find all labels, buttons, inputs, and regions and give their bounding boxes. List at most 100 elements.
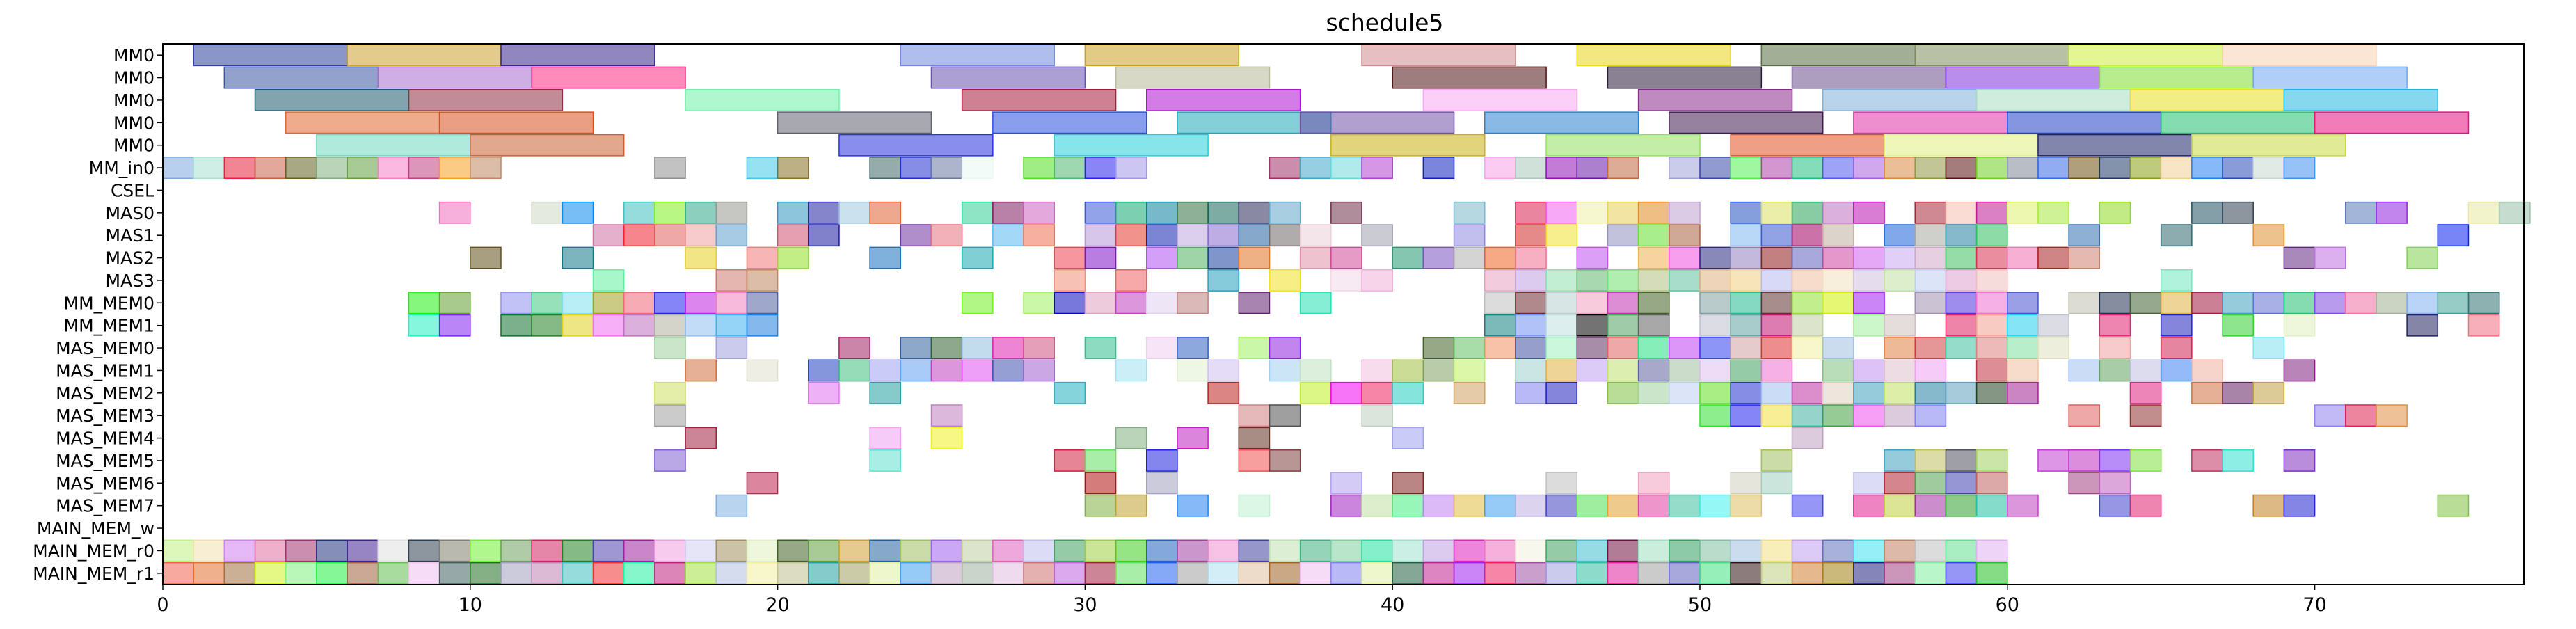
task-bar (2068, 246, 2101, 269)
task-bar (1238, 562, 1271, 584)
task-bar (1884, 562, 1916, 584)
task-bar (1853, 157, 1885, 179)
task-bar (2007, 157, 2039, 179)
task-bar (2099, 449, 2131, 472)
task-bar (2068, 449, 2101, 472)
task-bar (1945, 292, 1978, 314)
task-bar (869, 157, 902, 179)
task-bar (1576, 494, 1609, 517)
task-bar (1207, 224, 1240, 247)
task-bar (1730, 381, 1763, 404)
task-bar (1576, 44, 1731, 67)
task-bar (1207, 246, 1240, 269)
task-bar (1699, 539, 1731, 562)
task-bar (746, 472, 779, 495)
task-bar (1791, 292, 1824, 314)
task-bar (1177, 224, 1209, 247)
task-bar (1023, 201, 1055, 224)
task-bar (838, 359, 870, 382)
task-bar (1760, 157, 1793, 179)
y-tick-label: MM0 (113, 113, 154, 133)
task-bar (1084, 201, 1117, 224)
task-bar (654, 381, 686, 404)
task-bar (1791, 494, 1824, 517)
task-bar (930, 562, 963, 584)
task-bar (1576, 292, 1609, 314)
task-bar (838, 134, 994, 157)
task-bar (1914, 539, 1947, 562)
task-bar (2129, 381, 2162, 404)
task-bar (1884, 449, 1916, 472)
task-bar (1730, 314, 1763, 337)
task-bar (1975, 201, 2008, 224)
task-bar (2222, 157, 2254, 179)
task-bar (1330, 381, 1362, 404)
task-bar (1299, 224, 1332, 247)
task-bar (1884, 314, 1916, 337)
y-tick-label: MAIN_MEM_w (37, 518, 154, 539)
task-bar (1607, 157, 1639, 179)
task-bar (869, 246, 902, 269)
task-bar (1238, 246, 1271, 269)
task-bar (1392, 472, 1424, 495)
x-tick-label: 0 (157, 594, 168, 616)
task-bar (562, 246, 594, 269)
task-bar (1576, 201, 1609, 224)
task-bar (1791, 337, 1824, 359)
task-bar (1945, 157, 1978, 179)
task-bar (347, 562, 379, 584)
task-bar (654, 201, 686, 224)
task-bar (1914, 381, 1947, 404)
task-bar (1975, 494, 2008, 517)
task-bar (347, 157, 379, 179)
task-bar (1269, 157, 1301, 179)
task-bar (1207, 269, 1240, 292)
task-bar (1484, 111, 1639, 134)
task-bar (1054, 157, 1086, 179)
task-bar (2406, 246, 2439, 269)
task-bar (1576, 314, 1609, 337)
task-bar (1637, 381, 1670, 404)
task-bar (2283, 292, 2316, 314)
task-bar (1545, 134, 1701, 157)
task-bar (1975, 562, 2008, 584)
task-bar (1515, 562, 1547, 584)
task-bar (2191, 292, 2223, 314)
task-bar (1884, 134, 2039, 157)
task-bar (1084, 246, 1117, 269)
task-bar (1637, 337, 1670, 359)
task-bar (1115, 224, 1147, 247)
task-bar (316, 562, 348, 584)
task-bar (162, 157, 194, 179)
task-bar (470, 134, 625, 157)
task-bar (1914, 292, 1947, 314)
task-bar (1084, 539, 1117, 562)
task-bar (1884, 224, 1916, 247)
task-bar (377, 157, 410, 179)
task-bar (746, 314, 779, 337)
task-bar (961, 157, 994, 179)
task-bar (1484, 269, 1516, 292)
task-bar (377, 539, 410, 562)
task-bar (1945, 66, 2101, 89)
task-bar (808, 359, 840, 382)
task-bar (1515, 539, 1547, 562)
task-bar (1146, 539, 1178, 562)
task-bar (1914, 44, 2069, 67)
task-bar (1945, 562, 1978, 584)
task-bar (777, 224, 809, 247)
task-bar (1884, 494, 1916, 517)
task-bar (2068, 44, 2223, 67)
task-bar (2222, 292, 2254, 314)
task-bar (2129, 404, 2162, 427)
task-bar (900, 359, 932, 382)
task-bar (1361, 359, 1393, 382)
task-bar (1730, 246, 1763, 269)
task-bar (408, 314, 440, 337)
task-bar (1822, 269, 1854, 292)
task-bar (715, 269, 748, 292)
y-tick-label: MAS1 (106, 225, 154, 246)
task-bar (2376, 404, 2408, 427)
task-bar (1177, 539, 1209, 562)
task-bar (1115, 269, 1147, 292)
